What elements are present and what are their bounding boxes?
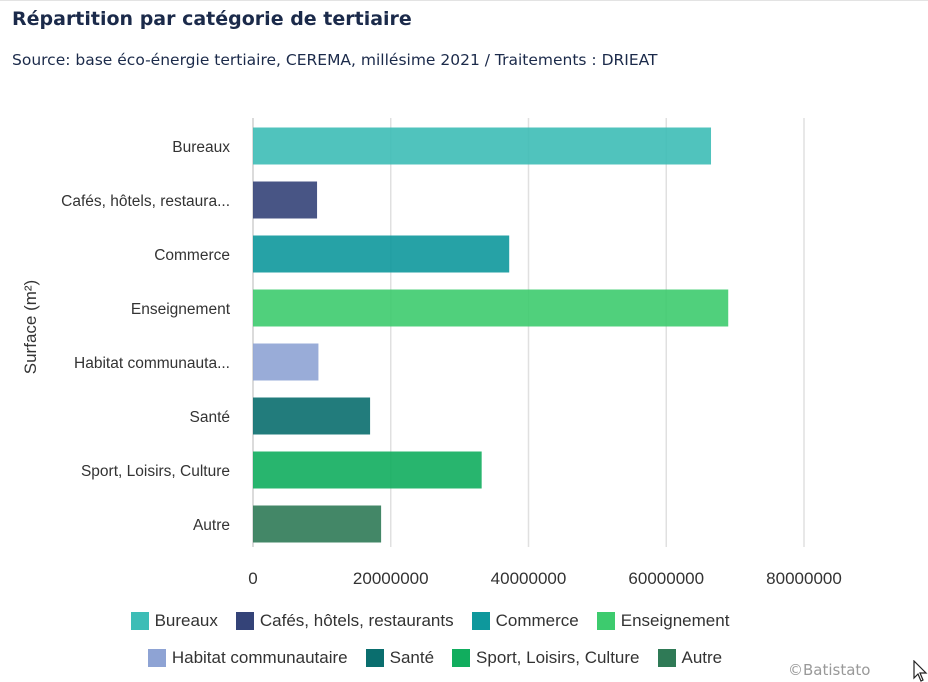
legend-item[interactable]: Bureaux	[130, 611, 218, 631]
category-label: Sport, Loisirs, Culture	[81, 463, 230, 480]
y-axis-label: Surface (m²)	[21, 280, 40, 374]
legend-item[interactable]: Enseignement	[596, 611, 730, 631]
category-label: Cafés, hôtels, restaura...	[61, 193, 230, 210]
category-label: Habitat communauta...	[74, 355, 230, 372]
bar[interactable]	[253, 181, 318, 219]
legend-swatch	[471, 612, 490, 630]
category-label: Santé	[189, 409, 230, 426]
legend-label: Enseignement	[620, 611, 730, 630]
credit-text: ©Batistato	[788, 661, 871, 679]
legend-label: Cafés, hôtels, restaurants	[259, 611, 454, 630]
x-tick-label: 80000000	[766, 569, 842, 588]
legend-label: Bureaux	[154, 611, 218, 630]
x-tick-label: 20000000	[353, 569, 429, 588]
top-border	[0, 0, 928, 1]
legend-item[interactable]: Habitat communautaire	[147, 648, 348, 668]
category-label: Commerce	[154, 247, 230, 264]
bar[interactable]	[253, 451, 482, 489]
bar[interactable]	[253, 505, 382, 543]
legend-swatch	[452, 649, 471, 667]
chart-subtitle: Source: base éco-énergie tertiaire, CERE…	[12, 51, 658, 69]
legend-label: Autre	[681, 648, 723, 667]
legend-swatch	[147, 649, 166, 667]
legend-swatch	[596, 612, 615, 630]
bar[interactable]	[253, 289, 729, 327]
category-label: Enseignement	[131, 301, 231, 318]
legend-item[interactable]: Sport, Loisirs, Culture	[452, 648, 640, 668]
legend-swatch	[235, 612, 254, 630]
category-label: Autre	[193, 517, 230, 534]
legend-item[interactable]: Autre	[657, 648, 723, 668]
bar[interactable]	[253, 343, 319, 381]
bar[interactable]	[253, 235, 510, 273]
legend-swatch	[365, 649, 384, 667]
mouse-cursor-icon	[913, 660, 928, 682]
legend-swatch	[657, 649, 676, 667]
bar[interactable]	[253, 127, 712, 165]
chart-title: Répartition par catégorie de tertiaire	[12, 8, 412, 30]
category-label: Bureaux	[172, 139, 230, 156]
legend-label: Santé	[389, 648, 435, 667]
legend-row-1: Bureaux Cafés, hôtels, restaurants Commerc…	[0, 611, 860, 631]
legend-item[interactable]: Cafés, hôtels, restaurants	[235, 611, 454, 631]
x-tick-label: 60000000	[628, 569, 704, 588]
legend-row-2: Habitat communautaire Santé Sport, Loisirs…	[0, 648, 870, 668]
x-tick-label: 0	[248, 569, 257, 588]
legend-label: Sport, Loisirs, Culture	[476, 648, 640, 667]
legend-label: Commerce	[495, 611, 579, 630]
bar[interactable]	[253, 397, 371, 435]
bar-chart: Bureaux Cafés, hôtels, restaura... Commerc…	[21, 118, 842, 588]
legend-swatch	[130, 612, 149, 630]
legend-label: Habitat communautaire	[171, 648, 348, 667]
x-tick-label: 40000000	[491, 569, 567, 588]
legend-item[interactable]: Santé	[365, 648, 435, 668]
legend-item[interactable]: Commerce	[471, 611, 579, 631]
